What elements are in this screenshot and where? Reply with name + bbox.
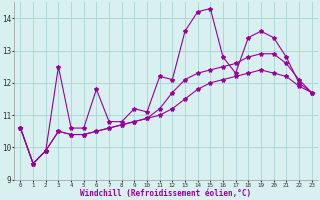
X-axis label: Windchill (Refroidissement éolien,°C): Windchill (Refroidissement éolien,°C) [80, 189, 252, 198]
